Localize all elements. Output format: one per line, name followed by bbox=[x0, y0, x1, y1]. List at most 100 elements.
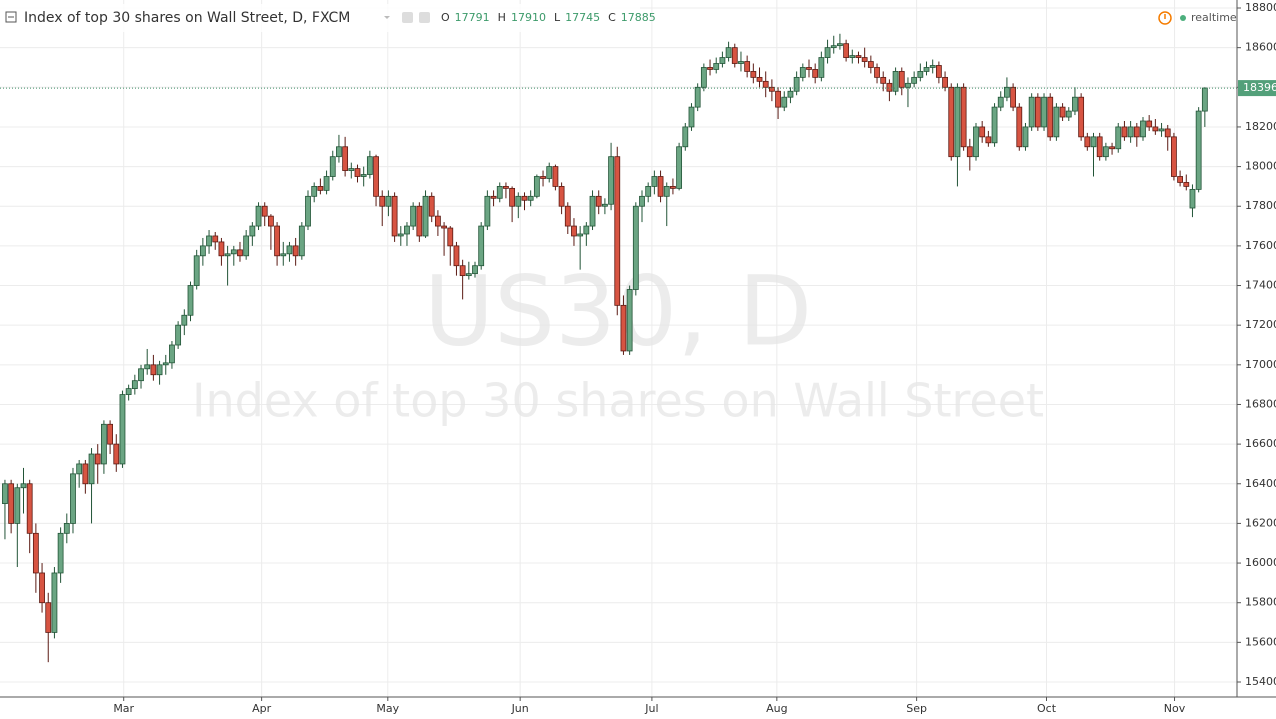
ohlc-label: H bbox=[498, 11, 506, 24]
candle-body bbox=[750, 71, 757, 78]
x-tick-label: Sep bbox=[906, 702, 927, 715]
candle-body bbox=[898, 71, 905, 88]
candle-body bbox=[564, 205, 571, 227]
candle-body bbox=[1041, 96, 1047, 128]
candle-body bbox=[620, 304, 627, 352]
candle-body bbox=[1201, 87, 1208, 112]
candle-body bbox=[595, 195, 602, 207]
candle-body bbox=[193, 255, 200, 286]
candle-body bbox=[82, 463, 89, 485]
y-tick-label: 16000 bbox=[1245, 556, 1276, 569]
candle-body bbox=[329, 156, 336, 177]
collapse-icon[interactable] bbox=[5, 11, 17, 23]
candle-body bbox=[261, 205, 268, 217]
x-tick-label: Apr bbox=[252, 702, 272, 715]
candle-body bbox=[169, 344, 175, 364]
candle-body bbox=[305, 195, 311, 227]
dropdown-arrow[interactable] bbox=[384, 16, 390, 19]
candle-body bbox=[416, 205, 423, 237]
candle-body bbox=[880, 76, 887, 84]
candle-body bbox=[459, 265, 466, 277]
candle-body bbox=[775, 90, 781, 108]
y-tick-label: 16400 bbox=[1245, 477, 1276, 490]
last-price-tag bbox=[1238, 80, 1276, 97]
candle-body bbox=[379, 195, 386, 207]
candle-body bbox=[762, 80, 769, 88]
chart-title: Index of top 30 shares on Wall Street, D… bbox=[24, 10, 350, 26]
candle-body bbox=[88, 453, 95, 485]
candle-body bbox=[1171, 136, 1177, 177]
candle-body bbox=[700, 67, 707, 88]
y-tick-label: 16600 bbox=[1245, 437, 1276, 450]
candle-body bbox=[472, 265, 478, 275]
candle-body bbox=[997, 96, 1004, 108]
candle-body bbox=[1010, 86, 1017, 108]
format-icon[interactable] bbox=[419, 12, 430, 23]
candle-body bbox=[1090, 136, 1097, 148]
candle-body bbox=[923, 67, 930, 72]
candle-body bbox=[756, 76, 763, 82]
candle-body bbox=[162, 362, 169, 366]
candle-body bbox=[268, 215, 274, 227]
candles bbox=[0, 33, 1237, 663]
candle-body bbox=[787, 90, 794, 98]
candle-body bbox=[342, 146, 349, 171]
warning-icon[interactable] bbox=[1158, 11, 1172, 25]
candle-body bbox=[311, 186, 318, 197]
settings-icon[interactable] bbox=[402, 12, 413, 23]
candle-body bbox=[206, 235, 212, 247]
candle-body bbox=[286, 245, 293, 255]
ohlc-label: O bbox=[441, 11, 450, 24]
candle-body bbox=[1016, 106, 1023, 148]
candle-body bbox=[991, 106, 998, 144]
candle-body bbox=[63, 523, 70, 534]
candle-body bbox=[954, 86, 961, 158]
candle-body bbox=[14, 487, 21, 524]
candle-body bbox=[447, 227, 454, 247]
last-price-label: 18396 bbox=[1243, 81, 1276, 94]
candle-body bbox=[1028, 96, 1035, 128]
candle-body bbox=[428, 195, 435, 217]
candle-body bbox=[76, 463, 83, 475]
candle-body bbox=[670, 186, 676, 189]
y-tick-label: 15400 bbox=[1245, 675, 1276, 688]
candle-body bbox=[138, 368, 144, 382]
candle-body bbox=[818, 57, 825, 78]
candle-body bbox=[1096, 136, 1103, 158]
y-tick-label: 18800 bbox=[1245, 1, 1276, 14]
y-tick-label: 18600 bbox=[1245, 41, 1276, 54]
candle-body bbox=[199, 245, 206, 257]
candle-body bbox=[1065, 110, 1072, 118]
candle-body bbox=[1140, 120, 1146, 138]
candle-body bbox=[1195, 110, 1202, 190]
candle-body bbox=[515, 195, 522, 207]
candle-body bbox=[274, 225, 280, 257]
candle-body bbox=[719, 57, 726, 64]
candle-body bbox=[410, 205, 417, 227]
y-tick-label: 16200 bbox=[1245, 516, 1276, 529]
candle-body bbox=[280, 253, 287, 257]
candle-body bbox=[156, 364, 163, 376]
candle-body bbox=[577, 233, 584, 237]
candle-body bbox=[1183, 182, 1190, 187]
x-tick-label: Jun bbox=[511, 702, 529, 715]
candle-body bbox=[119, 394, 126, 465]
candle-body bbox=[249, 225, 256, 237]
candle-body bbox=[366, 156, 373, 175]
y-tick-label: 16800 bbox=[1245, 397, 1276, 410]
candle-body bbox=[942, 76, 948, 88]
y-tick-label: 18000 bbox=[1245, 160, 1276, 173]
y-tick-label: 15800 bbox=[1245, 596, 1276, 609]
axes: 15400 15600 15800 16000 16200 16400 16600 16800… bbox=[113, 1, 1276, 715]
candle-body bbox=[1115, 126, 1122, 150]
candle-body bbox=[713, 63, 720, 70]
candle-body bbox=[527, 195, 534, 201]
candle-body bbox=[1059, 106, 1066, 118]
candle-body bbox=[373, 156, 379, 197]
ohlc-value: 17745 bbox=[565, 11, 600, 24]
candle-body bbox=[849, 55, 856, 58]
candle-body bbox=[434, 215, 441, 227]
candle-body bbox=[905, 82, 911, 88]
candle-body bbox=[874, 67, 880, 78]
